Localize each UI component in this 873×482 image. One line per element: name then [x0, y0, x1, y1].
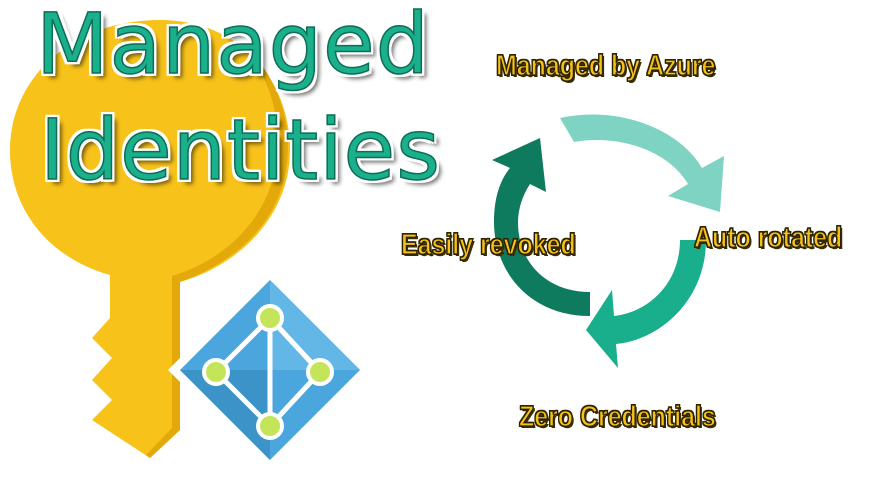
label-easily-revoked: Easily revoked: [400, 228, 576, 261]
label-auto-rotated: Auto rotated: [693, 221, 843, 254]
title-line-1: Managed: [35, 0, 430, 93]
label-zero-credentials: Zero Credentials: [518, 400, 716, 433]
title-line-2: Identities: [39, 101, 442, 199]
label-managed-by-azure: Managed by Azure: [495, 49, 716, 82]
